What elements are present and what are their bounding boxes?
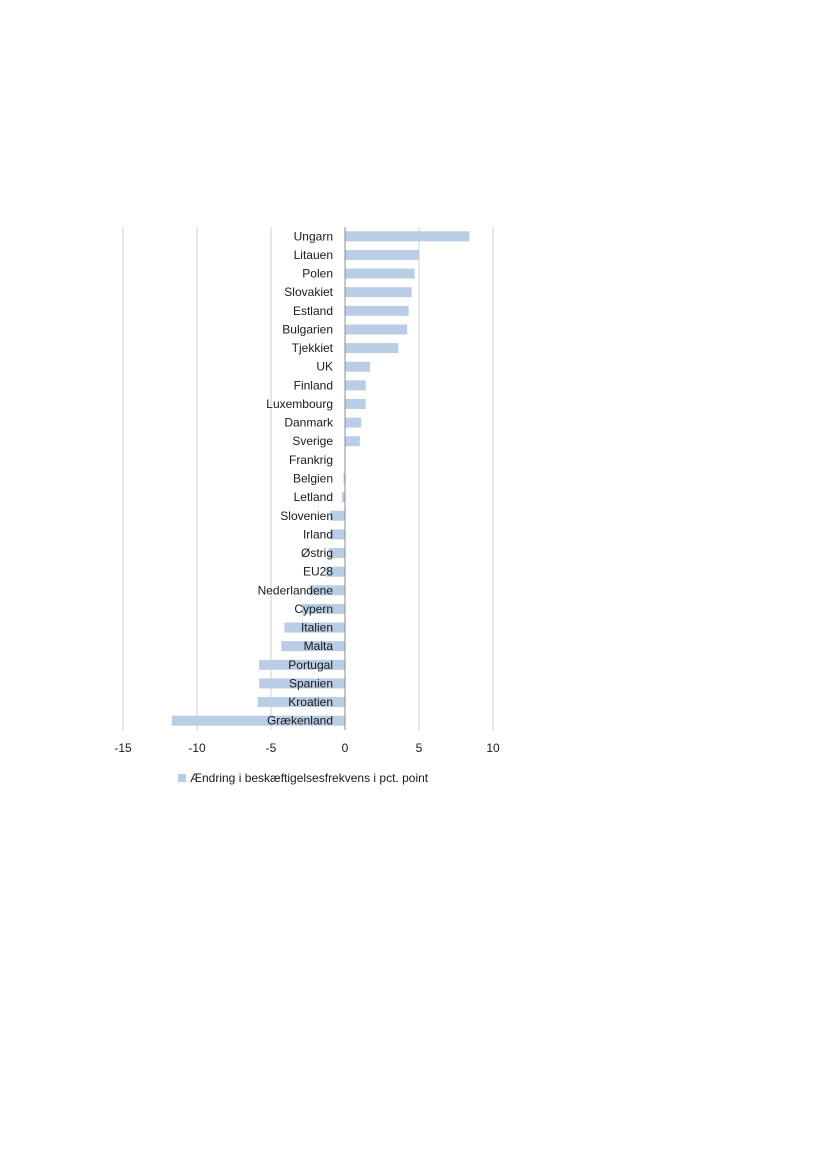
legend-label: Ændring i beskæftigelsesfrekvens i pct. …	[190, 771, 429, 785]
category-label: Slovakiet	[284, 285, 333, 299]
x-tick-label: -5	[266, 741, 277, 755]
bar	[342, 492, 345, 503]
x-tick-label: 0	[342, 741, 349, 755]
category-label: Irland	[303, 527, 333, 541]
category-label: Sverige	[292, 434, 333, 448]
category-label: Spanien	[289, 676, 333, 690]
legend-swatch	[178, 774, 186, 782]
category-label: Cypern	[294, 602, 333, 616]
category-label: Bulgarien	[282, 322, 333, 336]
bar	[345, 305, 409, 316]
category-label: Letland	[294, 490, 333, 504]
bar	[343, 473, 345, 484]
category-label: Kroatien	[288, 695, 333, 709]
category-label: Østrig	[301, 546, 333, 560]
category-label: Italien	[301, 621, 333, 635]
bar	[259, 678, 345, 689]
bar	[284, 622, 345, 633]
category-label: Finland	[294, 378, 333, 392]
x-tick-label: 5	[416, 741, 423, 755]
category-label: Estland	[293, 304, 333, 318]
category-label: Frankrig	[289, 453, 333, 467]
bar	[345, 417, 362, 428]
legend: Ændring i beskæftigelsesfrekvens i pct. …	[178, 771, 429, 785]
bar	[345, 436, 360, 447]
category-label: Nederlandene	[258, 583, 334, 597]
x-tick-label: -15	[114, 741, 132, 755]
bar	[328, 548, 345, 559]
category-label: Belgien	[293, 472, 333, 486]
category-label: Grækenland	[267, 714, 333, 728]
bar	[171, 715, 345, 726]
bar	[345, 361, 371, 372]
category-label: Ungarn	[294, 229, 333, 243]
category-label: Portugal	[288, 658, 333, 672]
bar	[345, 324, 408, 335]
x-tick-label: -10	[188, 741, 206, 755]
category-labels: Ungarn Litauen Polen Slovakiet Estland Bulgar…	[258, 229, 334, 727]
bar	[257, 697, 345, 708]
category-label: Luxembourg	[266, 397, 333, 411]
category-label: Polen	[302, 267, 333, 281]
category-label: Slovenien	[280, 509, 333, 523]
bar	[345, 268, 415, 279]
category-label: Malta	[304, 639, 334, 653]
bar	[325, 566, 345, 577]
category-label: Danmark	[284, 416, 334, 430]
bar	[330, 529, 345, 540]
bars	[171, 231, 470, 726]
bar	[309, 585, 345, 596]
bar	[302, 603, 345, 614]
vertical-gridlines	[122, 227, 494, 730]
bar	[345, 380, 366, 391]
x-tick-label: 10	[486, 741, 500, 755]
bar	[345, 287, 412, 298]
category-label: Litauen	[294, 248, 333, 262]
bar	[345, 249, 419, 260]
bar	[330, 510, 345, 521]
bar	[345, 231, 470, 242]
bar	[259, 659, 345, 670]
bar	[345, 398, 366, 409]
bar	[345, 343, 399, 354]
category-label: UK	[316, 360, 333, 374]
category-label: Tjekkiet	[292, 341, 334, 355]
category-label: EU28	[303, 565, 333, 579]
bar	[281, 641, 345, 652]
x-tick-labels: -15 -10 -5 0 5 10	[114, 741, 500, 755]
